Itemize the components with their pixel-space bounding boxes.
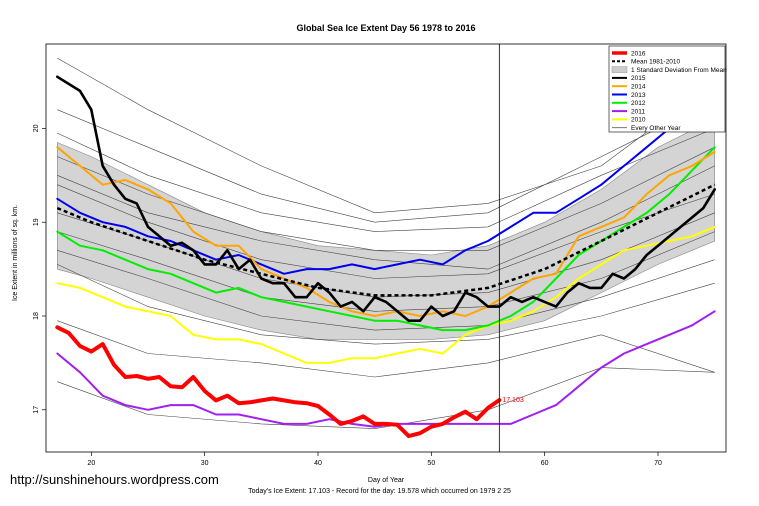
series-line-2013 (56, 113, 716, 275)
legend-entry: 2015 (612, 75, 646, 82)
every-other-year-line (57, 320, 715, 378)
highlighted-series (55, 75, 716, 439)
legend-label: Every Other Year (631, 125, 681, 132)
x-tick-label: 40 (314, 460, 322, 467)
legend-swatch (611, 66, 628, 73)
x-axis-label: Day of Year (368, 477, 405, 484)
y-tick-label: 17 (33, 406, 40, 414)
legend-label: 1 Standard Deviation From Mean (631, 67, 727, 74)
legend-entry: Every Other Year (612, 125, 681, 132)
x-axis-ticks: 20 30 40 50 60 70 (87, 452, 662, 467)
y-axis-ticks: 17 18 19 20 (33, 124, 46, 414)
series-line-2015 (56, 75, 716, 322)
legend-label: 2010 (631, 117, 646, 124)
plot-frame (45, 43, 727, 453)
series-line-2014 (56, 146, 716, 317)
current-value-label: 17.103 (502, 397, 524, 404)
every-other-year-line (57, 250, 715, 331)
legend-label: 2016 (631, 50, 646, 57)
every-other-year-line (57, 231, 715, 312)
every-other-year-line (57, 146, 715, 251)
legend-box (608, 45, 726, 133)
legend-label: 2015 (631, 75, 646, 82)
x-tick-label: 60 (541, 460, 549, 467)
y-tick-label: 18 (33, 312, 40, 320)
legend-entry: 2010 (612, 117, 646, 124)
series-line-2016 (55, 325, 502, 439)
legend-label: 2013 (631, 92, 646, 99)
x-tick-label: 20 (87, 460, 95, 467)
chart-title: Global Sea Ice Extent Day 56 1978 to 201… (296, 23, 475, 33)
footer-note: Today's Ice Extent: 17.103 - Record for … (248, 488, 511, 495)
legend-label: Mean 1981-2010 (631, 59, 681, 66)
plot-area: 17.103 (55, 44, 716, 452)
x-tick-label: 30 (201, 460, 209, 467)
y-axis-label: Ice Extent in millions of sq. km. (12, 205, 19, 301)
legend-label: 2012 (631, 100, 646, 107)
legend-entry: 1 Standard Deviation From Mean (611, 66, 727, 74)
legend-label: 2014 (631, 84, 646, 91)
legend-entry: 2016 (612, 50, 646, 57)
x-tick-label: 50 (427, 460, 435, 467)
every-other-year-line (57, 128, 715, 232)
series-line-2012 (56, 146, 716, 332)
y-tick-label: 19 (33, 218, 40, 226)
every-other-year-line (57, 100, 715, 223)
every-other-year-line (57, 184, 715, 279)
every-other-year-line (57, 57, 715, 214)
legend-entry: 2013 (612, 92, 646, 99)
every-other-year-line (57, 165, 715, 270)
series-line-2010 (56, 225, 716, 364)
every-other-year-line (57, 264, 715, 345)
legend-label: 2011 (631, 108, 645, 115)
x-tick-label: 70 (654, 460, 662, 467)
legend-entry: 2011 (612, 108, 645, 115)
legend-entry: 2012 (612, 100, 646, 107)
y-tick-label: 20 (33, 124, 40, 132)
legend-entry: 2014 (612, 84, 646, 91)
legend-entry: Mean 1981-2010 (612, 59, 681, 66)
site-watermark: http://sunshinehours.wordpress.com (10, 472, 219, 487)
mean-1981-2010-line (56, 183, 716, 297)
